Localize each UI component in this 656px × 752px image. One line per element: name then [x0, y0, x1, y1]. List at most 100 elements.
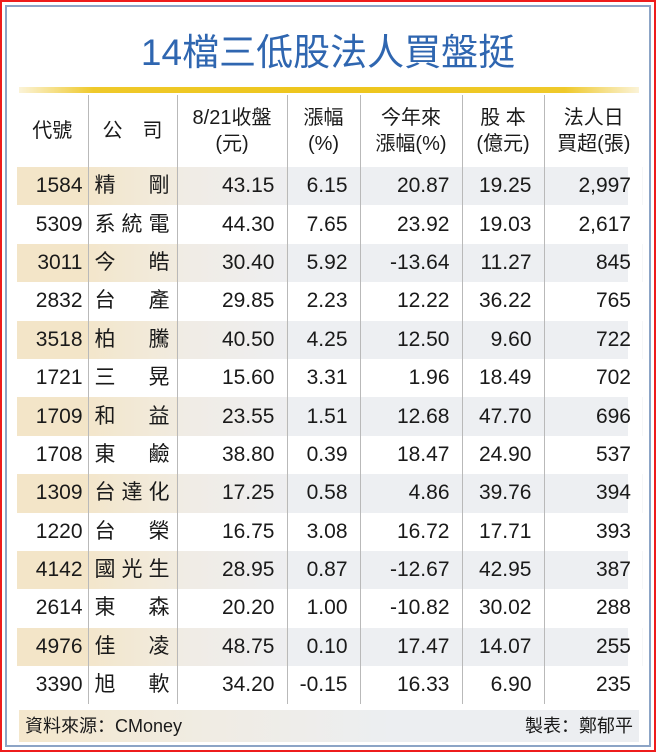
institutional-net-buy: 2,997: [543, 167, 643, 206]
header-change: 漲幅 (%): [286, 95, 360, 167]
ytd-change-pct: 17.47: [359, 627, 462, 667]
data-source: 資料來源：CMoney: [25, 716, 183, 736]
page-title: 14檔三低股法人買盤挺: [140, 32, 516, 73]
company-name: 台產: [87, 282, 177, 321]
change-pct: 2.23: [286, 282, 360, 321]
close-price: 38.80: [176, 435, 287, 475]
stock-code: 3518: [17, 320, 88, 359]
institutional-net-buy: 845: [543, 243, 643, 283]
chart-author: 製表：鄭郁平: [525, 716, 633, 736]
stock-code: 5309: [35, 212, 83, 236]
change-pct: 5.92: [286, 243, 360, 283]
company-name: 和益: [87, 397, 177, 436]
table-row: 2614 東森 20.20 1.00 -10.82 30.02 288: [17, 589, 643, 628]
change-pct: 3.08: [286, 512, 360, 551]
stock-code: 1721: [35, 366, 83, 390]
share-capital: 6.90: [461, 666, 544, 705]
table-row: 1309 台達化 17.25 0.58 4.86 39.76 394: [17, 474, 643, 513]
change-pct: 0.87: [286, 550, 360, 590]
close-price: 29.85: [176, 282, 287, 321]
close-price: 17.25: [176, 474, 287, 513]
header-company: 公 司: [87, 95, 177, 167]
header-ytd: 今年來 漲幅(%): [359, 95, 462, 167]
share-capital: 17.71: [461, 512, 544, 551]
company-name: 今皓: [87, 243, 177, 283]
ytd-change-pct: 20.87: [359, 167, 462, 206]
ytd-change-pct: 18.47: [359, 435, 462, 475]
title-divider: [19, 87, 639, 93]
table-row: 5309 系統電 44.30 7.65 23.92 19.03 2,617: [17, 205, 643, 244]
change-pct: 0.39: [286, 435, 360, 475]
change-pct: 4.25: [286, 320, 360, 359]
change-pct: 1.00: [286, 589, 360, 628]
institutional-net-buy: 2,617: [543, 205, 643, 244]
change-pct: 0.58: [286, 474, 360, 513]
close-price: 23.55: [176, 397, 287, 436]
header-net-buy: 法人日 買超(張): [543, 95, 643, 167]
ytd-change-pct: 16.33: [359, 666, 462, 705]
company-name: 系統電: [87, 205, 177, 244]
change-pct: 0.10: [286, 627, 360, 667]
share-capital: 47.70: [461, 397, 544, 436]
header-code: 代號: [32, 120, 73, 142]
ytd-change-pct: 12.68: [359, 397, 462, 436]
close-price: 15.60: [176, 358, 287, 398]
institutional-net-buy: 537: [543, 435, 643, 475]
header-close: 8/21收盤 (元): [176, 95, 287, 167]
company-name: 國光生: [87, 550, 177, 590]
close-price: 16.75: [176, 512, 287, 551]
share-capital: 19.25: [461, 167, 544, 206]
stock-code: 4142: [17, 550, 88, 590]
institutional-net-buy: 765: [543, 282, 643, 321]
institutional-net-buy: 722: [543, 320, 643, 359]
company-name: 旭軟: [87, 666, 177, 705]
close-price: 48.75: [176, 627, 287, 667]
share-capital: 24.90: [461, 435, 544, 475]
share-capital: 18.49: [461, 358, 544, 398]
ytd-change-pct: -10.82: [359, 589, 462, 628]
close-price: 34.20: [176, 666, 287, 705]
close-price: 30.40: [176, 243, 287, 283]
company-name: 台榮: [87, 512, 177, 551]
table-row: 3390 旭軟 34.20 -0.15 16.33 6.90 235: [17, 666, 643, 705]
company-name: 柏騰: [87, 320, 177, 359]
institutional-net-buy: 702: [543, 358, 643, 398]
stock-code: 1584: [17, 167, 88, 206]
company-name: 三晃: [87, 358, 177, 398]
stock-table: 代號 公 司 8/21收盤 (元) 漲幅 (%) 今年來 漲幅(%) 股 本 (億元) …: [17, 95, 643, 705]
change-pct: 1.51: [286, 397, 360, 436]
stock-code: 2614: [35, 596, 83, 620]
table-footer: 資料來源：CMoney 製表：鄭郁平: [19, 710, 639, 742]
close-price: 43.15: [176, 167, 287, 206]
institutional-net-buy: 696: [543, 397, 643, 436]
company-name: 東森: [87, 589, 177, 628]
table-row: 1709 和益 23.55 1.51 12.68 47.70 696: [17, 397, 643, 436]
institutional-net-buy: 235: [543, 666, 643, 705]
ytd-change-pct: 12.50: [359, 320, 462, 359]
ytd-change-pct: 4.86: [359, 474, 462, 513]
ytd-change-pct: 1.96: [359, 358, 462, 398]
table-row: 4142 國光生 28.95 0.87 -12.67 42.95 387: [17, 550, 643, 590]
change-pct: 7.65: [286, 205, 360, 244]
ytd-change-pct: 12.22: [359, 282, 462, 321]
ytd-change-pct: -12.67: [359, 550, 462, 590]
stock-code: 1708: [35, 442, 83, 466]
company-name: 精剛: [87, 167, 177, 206]
stock-code: 4976: [17, 627, 88, 667]
company-name: 東鹼: [87, 435, 177, 475]
table-row: 1708 東鹼 38.80 0.39 18.47 24.90 537: [17, 435, 643, 475]
share-capital: 9.60: [461, 320, 544, 359]
share-capital: 39.76: [461, 474, 544, 513]
company-name: 佳凌: [87, 627, 177, 667]
table-row: 1584 精剛 43.15 6.15 20.87 19.25 2,997: [17, 167, 643, 206]
change-pct: 6.15: [286, 167, 360, 206]
table-row: 3011 今皓 30.40 5.92 -13.64 11.27 845: [17, 243, 643, 283]
table-header-row: 代號 公 司 8/21收盤 (元) 漲幅 (%) 今年來 漲幅(%) 股 本 (億元) …: [17, 95, 643, 167]
stock-code: 3390: [35, 673, 83, 697]
table-row: 2832 台產 29.85 2.23 12.22 36.22 765: [17, 282, 643, 321]
close-price: 20.20: [176, 589, 287, 628]
stock-code: 1709: [17, 397, 88, 436]
share-capital: 14.07: [461, 627, 544, 667]
table-row: 4976 佳凌 48.75 0.10 17.47 14.07 255: [17, 627, 643, 667]
